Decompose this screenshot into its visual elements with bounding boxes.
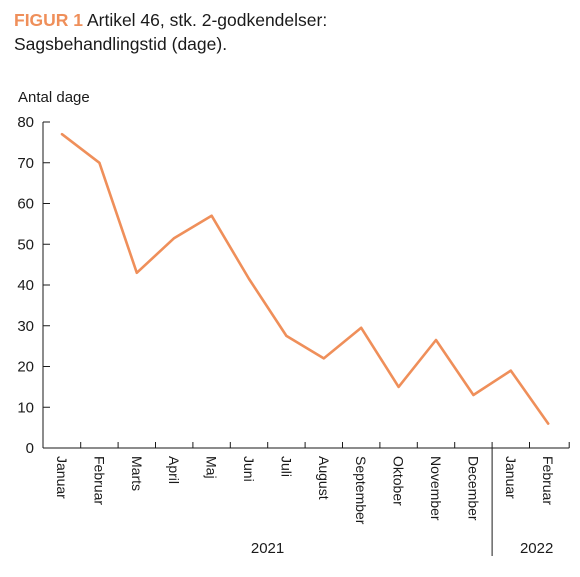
x-axis: Januar Februar Marts April Maj Juni Juli August… <box>42 442 570 525</box>
x-tick-label: Januar <box>54 456 70 499</box>
x-tick-label: Maj <box>204 456 220 479</box>
year-labels: 2021 2022 <box>251 448 553 557</box>
y-tick-label: 50 <box>17 236 34 253</box>
y-tick-label: 10 <box>17 399 34 416</box>
x-tick-label: Juni <box>241 456 257 482</box>
x-tick-label: August <box>316 456 332 500</box>
chart-title: FIGUR 1 Artikel 46, stk. 2-godkendelser:… <box>14 8 566 56</box>
y-tick-label: 80 <box>17 114 34 131</box>
y-tick-label: 40 <box>17 277 34 294</box>
figure-label: FIGUR 1 <box>14 10 84 30</box>
y-axis: 0 10 20 30 40 50 60 70 80 <box>17 114 50 457</box>
x-tick-label: Januar <box>503 456 519 499</box>
x-tick-label: December <box>465 456 481 521</box>
series-line <box>60 132 550 425</box>
subtitle-text: Sagsbehandlingstid (dage). <box>14 34 228 54</box>
y-tick-label: 30 <box>17 318 34 335</box>
x-tick-label: Februar <box>91 456 107 505</box>
y-tick-label: 0 <box>26 440 34 457</box>
x-tick-label: September <box>353 456 369 525</box>
y-tick-label: 60 <box>17 196 34 213</box>
x-tick-label: Oktober <box>391 456 407 506</box>
year-label: 2022 <box>520 540 553 557</box>
y-axis-label: Antal dage <box>18 89 90 106</box>
y-tick-label: 20 <box>17 359 34 376</box>
x-tick-label: Marts <box>129 456 145 491</box>
x-tick-label: November <box>428 456 444 521</box>
x-tick-label: Juli <box>278 456 294 477</box>
x-tick-label: April <box>166 456 182 484</box>
y-tick-label: 70 <box>17 155 34 172</box>
title-text: Artikel 46, stk. 2-godkendelser: <box>86 10 328 30</box>
x-tick-label: Februar <box>540 456 556 505</box>
year-label: 2021 <box>251 540 284 557</box>
